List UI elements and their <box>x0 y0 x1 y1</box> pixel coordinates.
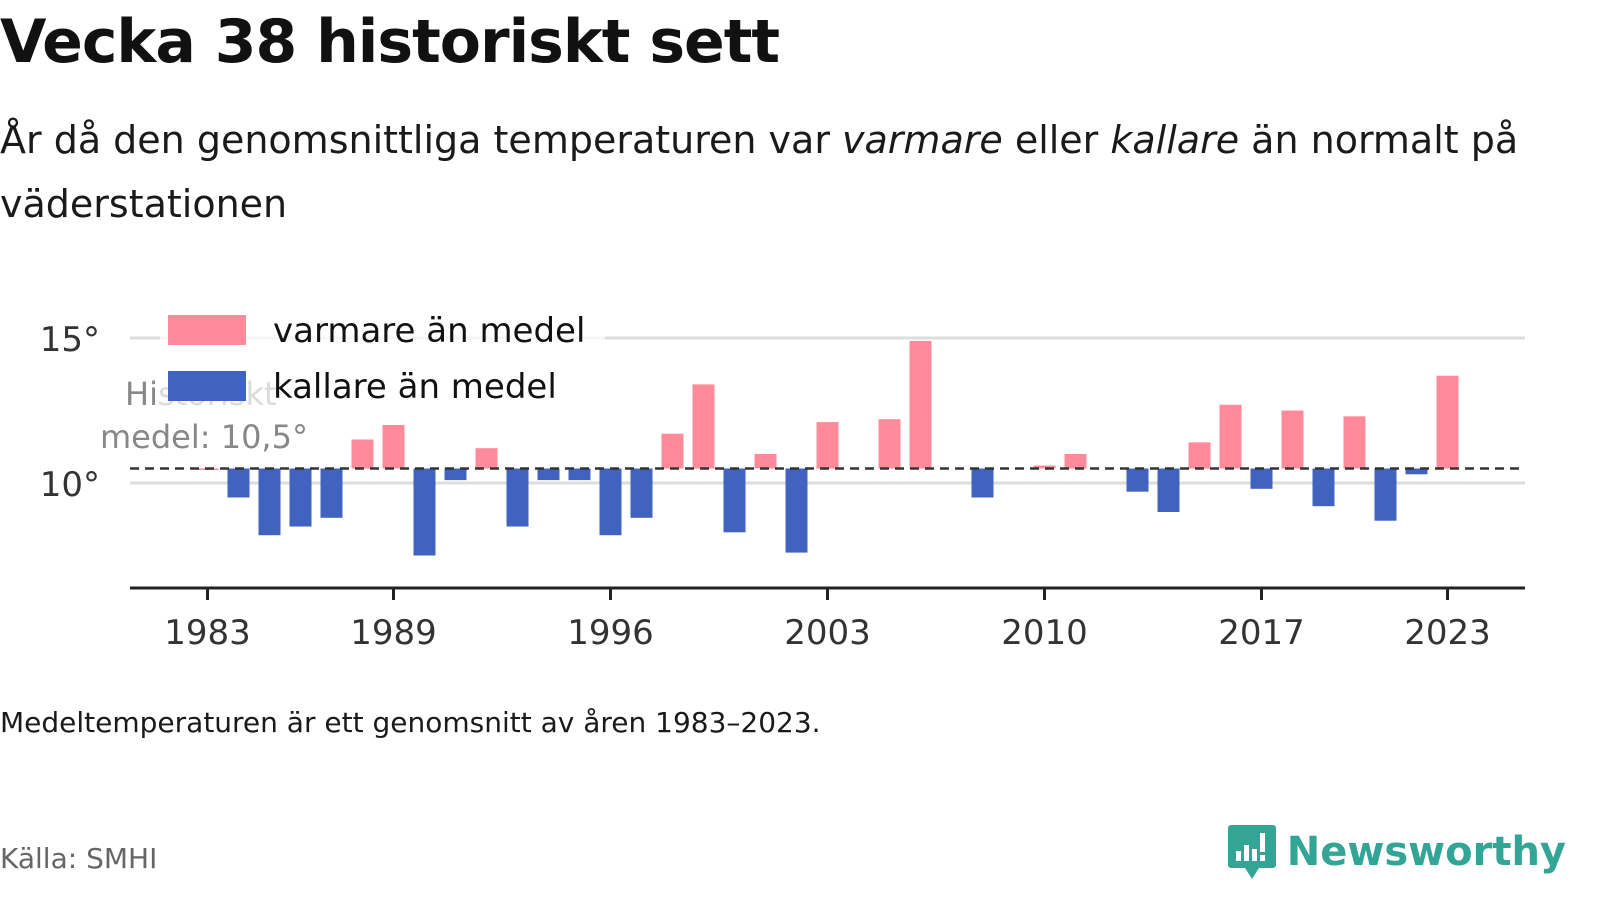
bar-1999 <box>692 384 715 469</box>
x-tick-label: 1983 <box>164 613 251 653</box>
bar-2020 <box>1343 416 1366 469</box>
bar-2014 <box>1157 468 1180 512</box>
bar-2008 <box>971 468 994 498</box>
legend-label-warm: varmare än medel <box>273 311 585 351</box>
bar-2023 <box>1436 375 1459 469</box>
y-tick-label: 10° <box>40 465 100 505</box>
bar-1988 <box>351 439 374 469</box>
temperature-bar-chart: 10°15°Historisktmedel: 10,5°varmare än m… <box>40 308 1525 653</box>
subtitle-warm: varmare <box>842 118 1003 162</box>
bar-2005 <box>878 419 901 469</box>
bar-1992 <box>475 448 498 469</box>
x-tick-label: 1996 <box>567 613 654 653</box>
x-tick-label: 2017 <box>1218 613 1305 653</box>
bar-2010 <box>1033 465 1056 469</box>
subtitle-cold: kallare <box>1110 118 1240 162</box>
newsworthy-brand: Newsworthy <box>1227 822 1566 882</box>
x-tick-label: 1989 <box>350 613 437 653</box>
bar-2018 <box>1281 410 1304 469</box>
bar-2019 <box>1312 468 1335 507</box>
subtitle-part3: än normalt på väderstationen <box>0 118 1519 226</box>
legend-swatch-cold <box>168 371 246 401</box>
y-tick-label: 15° <box>40 320 100 360</box>
bar-2015 <box>1188 442 1211 469</box>
page-title: Vecka 38 historiskt sett <box>0 7 780 77</box>
bar-2001 <box>754 454 777 469</box>
source-label: Källa: SMHI <box>0 842 158 875</box>
bar-1989 <box>382 425 405 469</box>
bar-1986 <box>289 468 312 527</box>
subtitle-part1: År då den genomsnittliga temperaturen va… <box>0 118 843 162</box>
x-tick-label: 2003 <box>784 613 871 653</box>
bar-2022 <box>1405 468 1428 475</box>
bar-2013 <box>1126 468 1149 492</box>
bar-1984 <box>227 468 250 498</box>
bar-1993 <box>506 468 529 527</box>
x-tick-label: 2023 <box>1404 613 1491 653</box>
bar-1998 <box>661 433 684 469</box>
newsworthy-logo-icon <box>1227 825 1276 879</box>
legend-label-cold: kallare än medel <box>273 367 557 407</box>
bar-2017 <box>1250 468 1273 489</box>
x-tick-label: 2010 <box>1001 613 1088 653</box>
bar-1990 <box>413 468 436 556</box>
footnote: Medeltemperaturen är ett genomsnitt av å… <box>0 706 821 739</box>
subtitle: År då den genomsnittliga temperaturen va… <box>0 108 1520 236</box>
bar-2006 <box>909 340 932 469</box>
baseline-label-line2: medel: 10,5° <box>100 418 308 456</box>
brand-name: Newsworthy <box>1286 829 1566 875</box>
bar-2000 <box>723 468 746 533</box>
bar-1996 <box>599 468 622 536</box>
bar-1995 <box>568 468 591 481</box>
bar-1994 <box>537 468 560 481</box>
legend-swatch-warm <box>168 315 246 345</box>
bar-1985 <box>258 468 281 536</box>
bar-1987 <box>320 468 343 518</box>
subtitle-part2: eller <box>1002 118 1111 162</box>
bar-1997 <box>630 468 653 518</box>
bar-2016 <box>1219 404 1242 469</box>
bar-2003 <box>816 422 839 469</box>
bar-1991 <box>444 468 467 481</box>
bar-2021 <box>1374 468 1397 521</box>
bar-2011 <box>1064 454 1087 469</box>
bar-2002 <box>785 468 808 553</box>
